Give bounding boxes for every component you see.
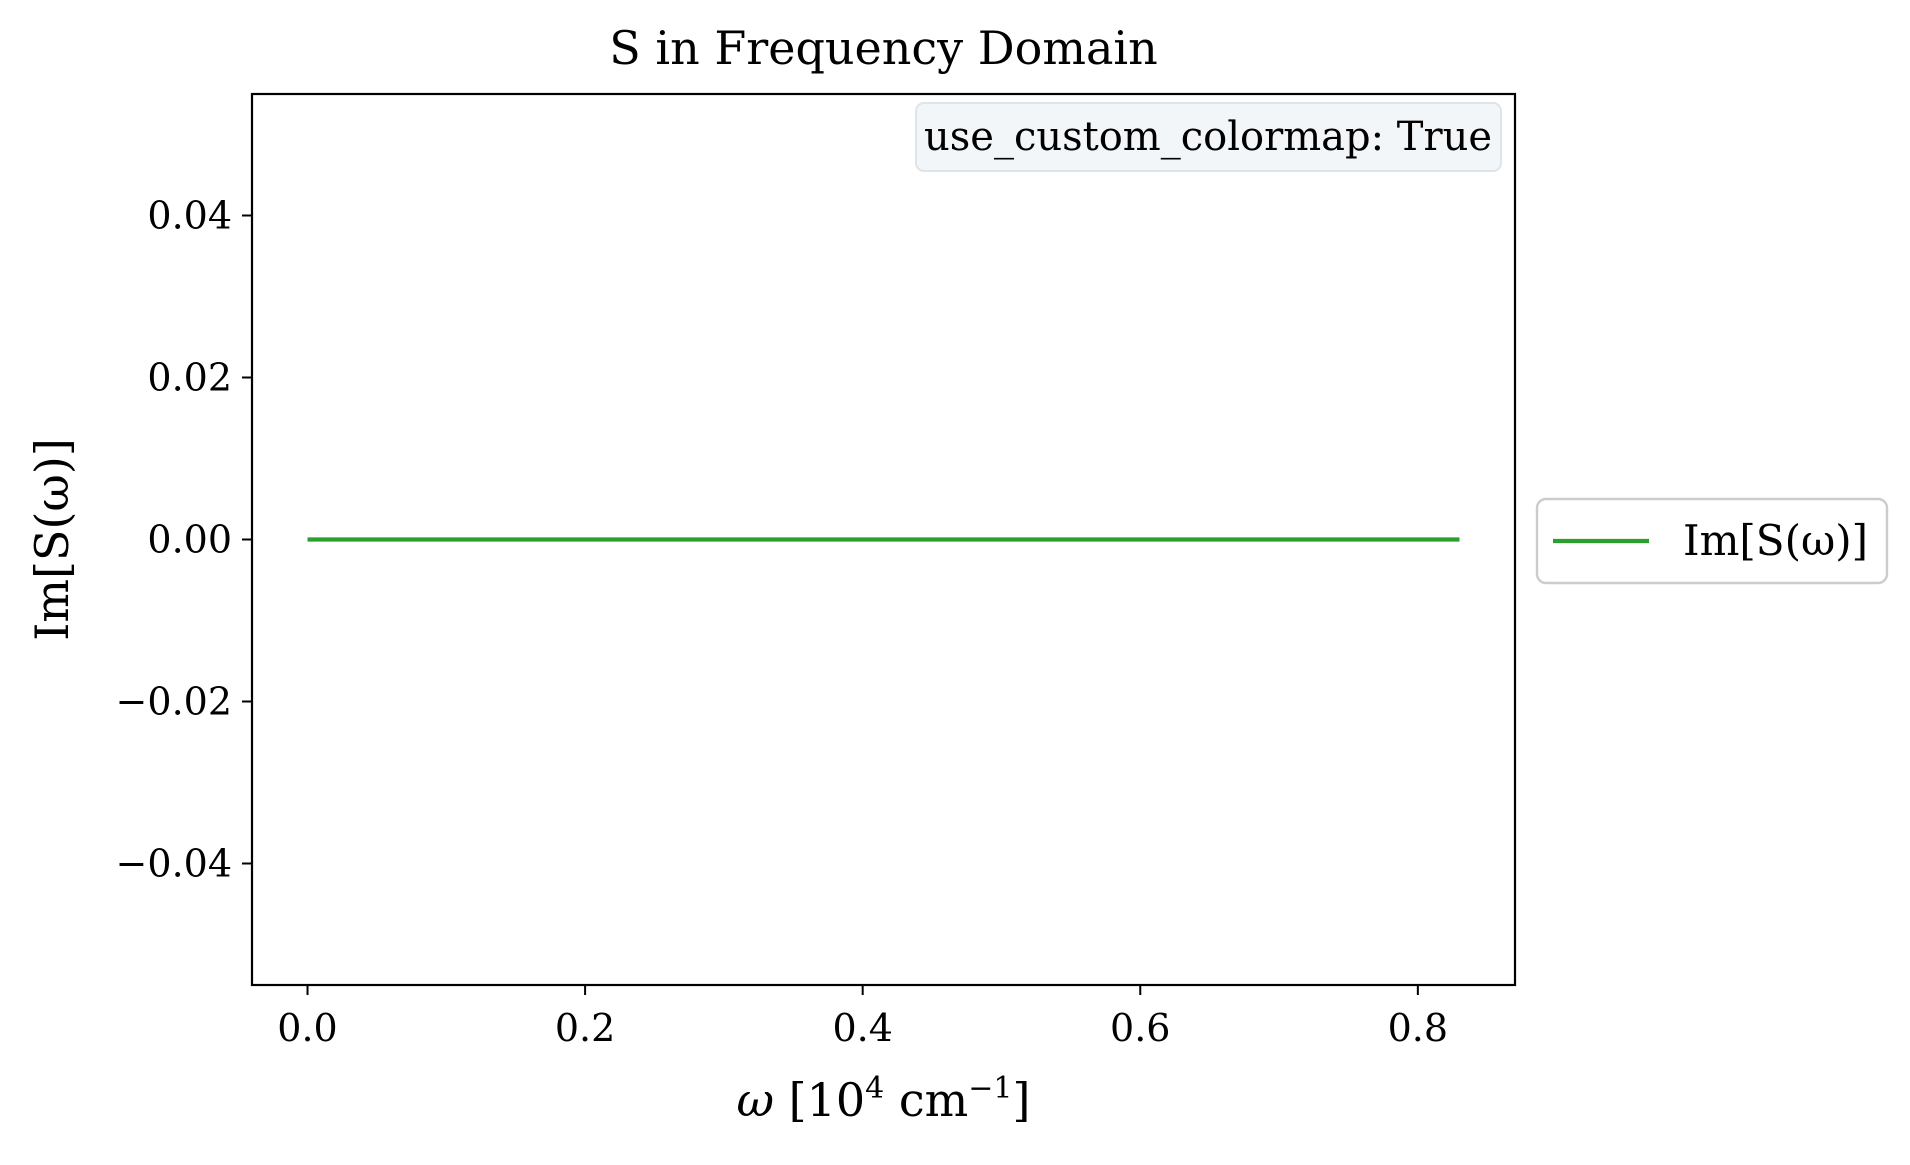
legend: Im[S(ω)] <box>1535 497 1889 585</box>
y-tick-label: 0.04 <box>147 194 232 238</box>
y-axis-label: Im[S(ω)] <box>25 438 79 641</box>
x-tick-label: 0.6 <box>1110 1006 1170 1050</box>
x-axis-label-part: 4 <box>865 1071 884 1106</box>
y-tick-label: −0.02 <box>116 680 232 724</box>
x-tick-label: 0.2 <box>555 1006 615 1050</box>
legend-label: Im[S(ω)] <box>1683 516 1868 565</box>
x-axis-label-part: −1 <box>968 1071 1012 1106</box>
x-tick-label: 0.8 <box>1388 1006 1448 1050</box>
x-tick-label: 0.0 <box>277 1006 337 1050</box>
x-axis-label-part: [10 <box>774 1073 865 1127</box>
y-tick-label: −0.04 <box>116 842 232 886</box>
y-tick-label: 0.00 <box>147 518 232 562</box>
annotation-box <box>915 102 1502 172</box>
x-axis-label: ω [104 cm−1] <box>737 1071 1031 1127</box>
x-axis-label-part: ] <box>1013 1073 1031 1127</box>
axis-ticks: 0.0 0.2 0.4 0.6 0.8 −0.04 −0.02 0.00 0.02 0.04 <box>116 194 1449 1051</box>
x-tick-label: 0.4 <box>832 1006 892 1050</box>
x-axis-label-part: cm <box>884 1073 968 1127</box>
y-tick-label: 0.02 <box>147 356 232 400</box>
chart-title: S in Frequency Domain <box>609 21 1157 75</box>
chart-texts: S in Frequency Domain ω [104 cm−1] Im[S(ω)… <box>25 21 1502 1127</box>
legend-box <box>1535 497 1889 585</box>
x-axis-label-part: ω <box>737 1073 775 1127</box>
annotation-text: use_custom_colormap: True <box>924 114 1492 160</box>
